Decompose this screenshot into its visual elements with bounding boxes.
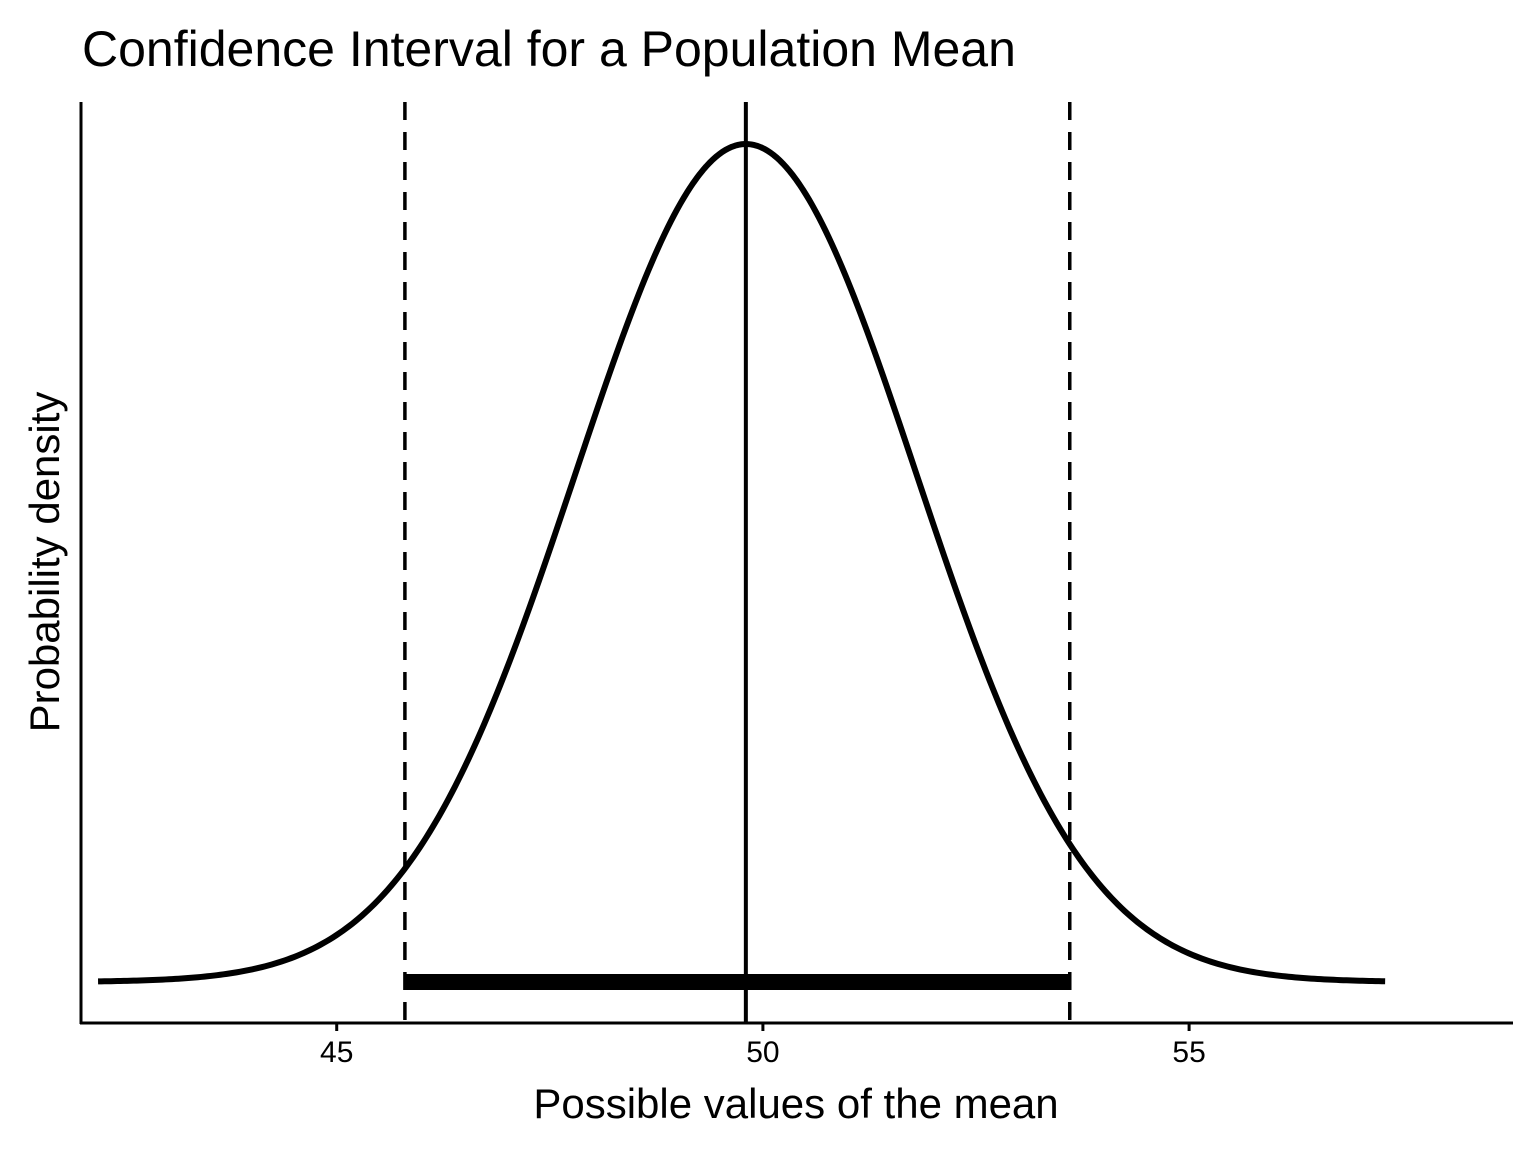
x-axis-ticks: 45 50 55 [320,1023,1206,1069]
chart-title: Confidence Interval for a Population Mea… [82,21,1016,77]
x-tick-label: 55 [1172,1036,1205,1069]
y-axis-label: Probability density [21,392,68,733]
x-axis-label: Possible values of the mean [533,1080,1058,1127]
plot-area [98,102,1386,1023]
x-tick-label: 50 [746,1036,779,1069]
density-curve [98,141,1386,985]
x-tick-label: 45 [320,1036,353,1069]
